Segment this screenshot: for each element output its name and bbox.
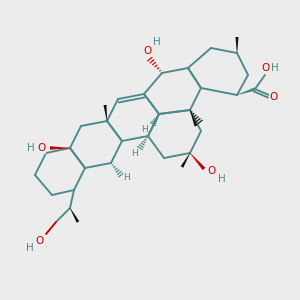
Polygon shape [70,208,79,223]
Polygon shape [50,146,70,150]
Text: H: H [141,124,147,134]
Polygon shape [181,153,190,168]
Text: H: H [124,173,130,182]
Text: O: O [35,236,43,246]
Polygon shape [190,153,205,170]
Polygon shape [190,110,197,127]
Text: H: H [271,63,279,73]
Text: O: O [262,63,270,73]
Text: O: O [37,143,45,153]
Polygon shape [103,105,107,121]
Text: H: H [26,243,34,253]
Polygon shape [237,87,256,95]
Text: H: H [130,148,137,158]
Text: H: H [27,143,35,153]
Polygon shape [236,37,238,53]
Text: O: O [144,46,152,56]
Text: H: H [153,37,161,47]
Text: O: O [270,92,278,102]
Text: O: O [208,166,216,176]
Text: H: H [218,174,226,184]
